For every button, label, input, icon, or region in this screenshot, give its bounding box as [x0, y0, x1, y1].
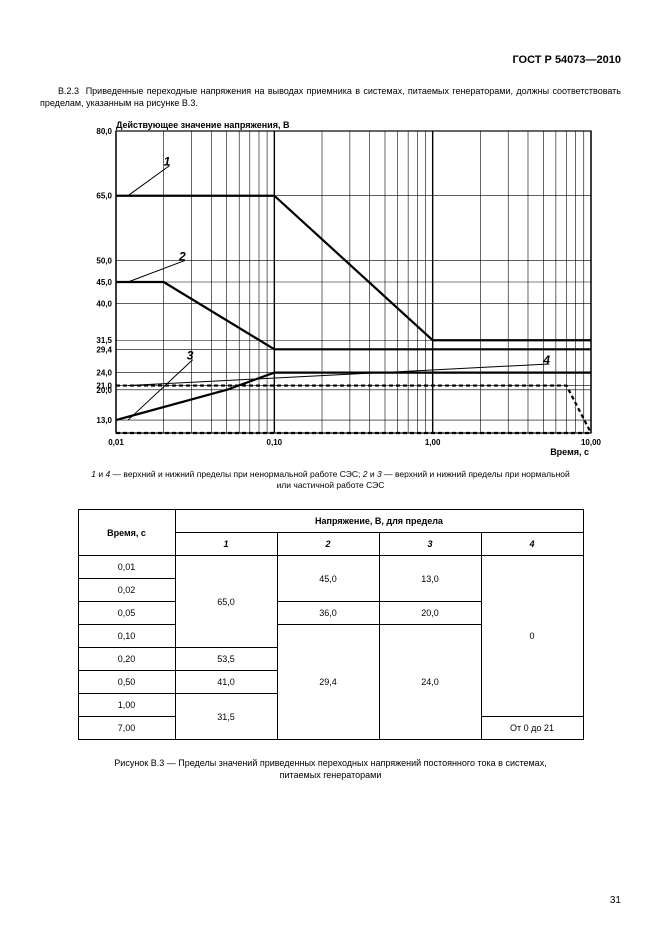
- svg-text:13,0: 13,0: [96, 416, 112, 425]
- page: ГОСТ Р 54073—2010 В.2.3 Приведенные пере…: [0, 0, 661, 936]
- chart-container: Действующее значение напряжения, В 0,01 0,…: [40, 117, 621, 459]
- svg-text:40,0: 40,0: [96, 300, 112, 309]
- section-number: В.2.3: [58, 86, 79, 96]
- svg-text:45,0: 45,0: [96, 278, 112, 287]
- svg-text:Действующее значение напряжени: Действующее значение напряжения, В: [116, 120, 290, 130]
- figure-caption-text1: Пределы значений приведенных переходных …: [178, 758, 546, 768]
- chart-legend-text: 1 и 4 — верхний и нижний пределы при нен…: [40, 469, 621, 491]
- svg-text:4: 4: [542, 353, 550, 367]
- svg-text:1: 1: [163, 155, 170, 169]
- doc-id: ГОСТ Р 54073—2010: [40, 54, 621, 66]
- svg-text:29,4: 29,4: [96, 346, 112, 355]
- svg-text:24,0: 24,0: [96, 369, 112, 378]
- svg-text:Время, с: Время, с: [550, 447, 589, 457]
- figure-caption: Рисунок В.3 — Пределы значений приведенн…: [40, 758, 621, 781]
- svg-text:2: 2: [178, 250, 186, 264]
- svg-text:80,0: 80,0: [96, 127, 112, 136]
- svg-text:3: 3: [186, 349, 193, 363]
- figure-caption-prefix: Рисунок В.3 —: [114, 758, 175, 768]
- svg-text:0,10: 0,10: [266, 438, 282, 447]
- svg-text:0,01: 0,01: [108, 438, 124, 447]
- svg-text:1,00: 1,00: [424, 438, 440, 447]
- page-number: 31: [610, 895, 621, 906]
- svg-text:10,00: 10,00: [580, 438, 600, 447]
- svg-text:21,0: 21,0: [96, 382, 112, 391]
- paragraph-text: Приведенные переходные напряжения на выв…: [40, 86, 621, 108]
- limits-table: Время, сНапряжение, В, для предела12340,…: [78, 509, 584, 740]
- svg-text:65,0: 65,0: [96, 192, 112, 201]
- figure-caption-text2: питаемых генераторами: [280, 770, 382, 780]
- svg-text:31,5: 31,5: [96, 337, 112, 346]
- voltage-time-chart: Действующее значение напряжения, В 0,01 0,…: [61, 117, 601, 457]
- svg-text:50,0: 50,0: [96, 257, 112, 266]
- paragraph-b23: В.2.3 Приведенные переходные напряжения …: [40, 86, 621, 109]
